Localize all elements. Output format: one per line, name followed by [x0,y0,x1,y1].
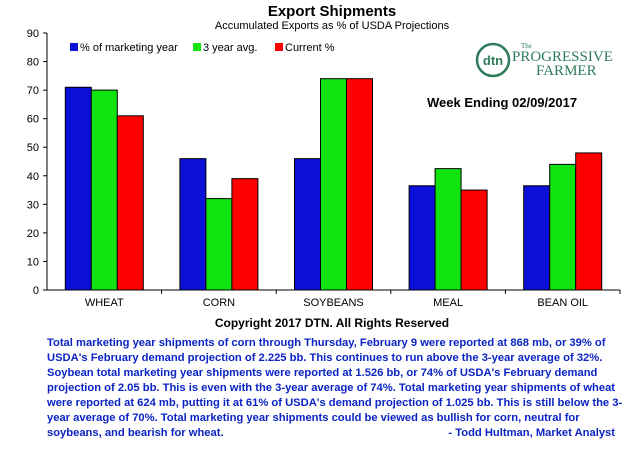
chart-title: Export Shipments [268,3,396,20]
bar-meal-series-2 [460,189,488,291]
bar-group [64,78,603,291]
commentary-text: Total marketing year shipments of corn t… [47,337,623,439]
week-ending-annotation: Week Ending 02/09/2017 [427,95,577,110]
legend-swatch [193,43,201,51]
y-tick-label: 50 [27,142,39,154]
logo-the-text: The [521,42,532,50]
bar-corn-series-0 [179,158,207,291]
bar-soybeans-series-1 [320,78,347,291]
copyright-notice: Copyright 2017 DTN. All Rights Reserved [215,316,449,330]
legend-label: Current % [285,42,335,54]
bar-soybeans-series-0 [294,158,321,291]
y-tick-label: 20 [27,228,39,240]
bar-wheat-series-2 [116,115,144,291]
market-commentary: Total marketing year shipments of corn t… [47,336,627,441]
chart-legend: % of marketing year 3 year avg. Current % [70,42,335,54]
y-tick-label: 60 [27,114,39,126]
x-category-label: CORN [203,297,235,309]
y-tick-label: 90 [27,28,39,40]
bar-bean-oil-series-0 [523,185,551,291]
commentary-author: - Todd Hultman, Market Analyst [448,427,615,439]
x-category-label: WHEAT [85,297,124,309]
y-axis-ticks: 0 10 20 30 40 50 60 70 80 90 [27,28,47,297]
y-tick-label: 0 [33,285,39,297]
logo-dtn-text: dtn [483,53,503,68]
bar-wheat-series-1 [90,89,118,291]
y-tick-label: 80 [27,57,39,69]
logo-farmer-text: FARMER [536,63,597,79]
y-tick-label: 10 [27,256,39,268]
legend-label: 3 year avg. [203,42,257,54]
y-tick-label: 30 [27,199,39,211]
legend-label: % of marketing year [80,42,178,54]
dtn-progressive-farmer-logo: dtn The PROGRESSIVE FARMER [475,42,613,79]
bar-soybeans-series-2 [346,78,373,291]
x-category-label: BEAN OIL [537,297,588,309]
bar-bean-oil-series-2 [575,152,603,291]
x-axis-labels: WHEAT CORN SOYBEANS MEAL BEAN OIL [85,290,621,309]
bar-bean-oil-series-1 [549,163,577,291]
bar-wheat-series-0 [64,86,92,291]
y-tick-label: 70 [27,85,39,97]
chart-subtitle: Accumulated Exports as % of USDA Project… [215,20,450,32]
bar-meal-series-0 [408,185,436,291]
x-category-label: SOYBEANS [303,297,364,309]
x-category-label: MEAL [433,297,463,309]
bar-corn-series-2 [231,178,259,291]
y-tick-label: 40 [27,171,39,183]
legend-swatch [70,43,78,51]
bar-meal-series-1 [434,168,462,291]
logo-progressive-text: PROGRESSIVE [512,49,613,65]
bar-corn-series-1 [205,198,233,291]
export-shipments-chart: Export Shipments Accumulated Exports as … [27,3,621,330]
dtn-logo-ring [475,42,511,78]
legend-swatch [275,43,283,51]
